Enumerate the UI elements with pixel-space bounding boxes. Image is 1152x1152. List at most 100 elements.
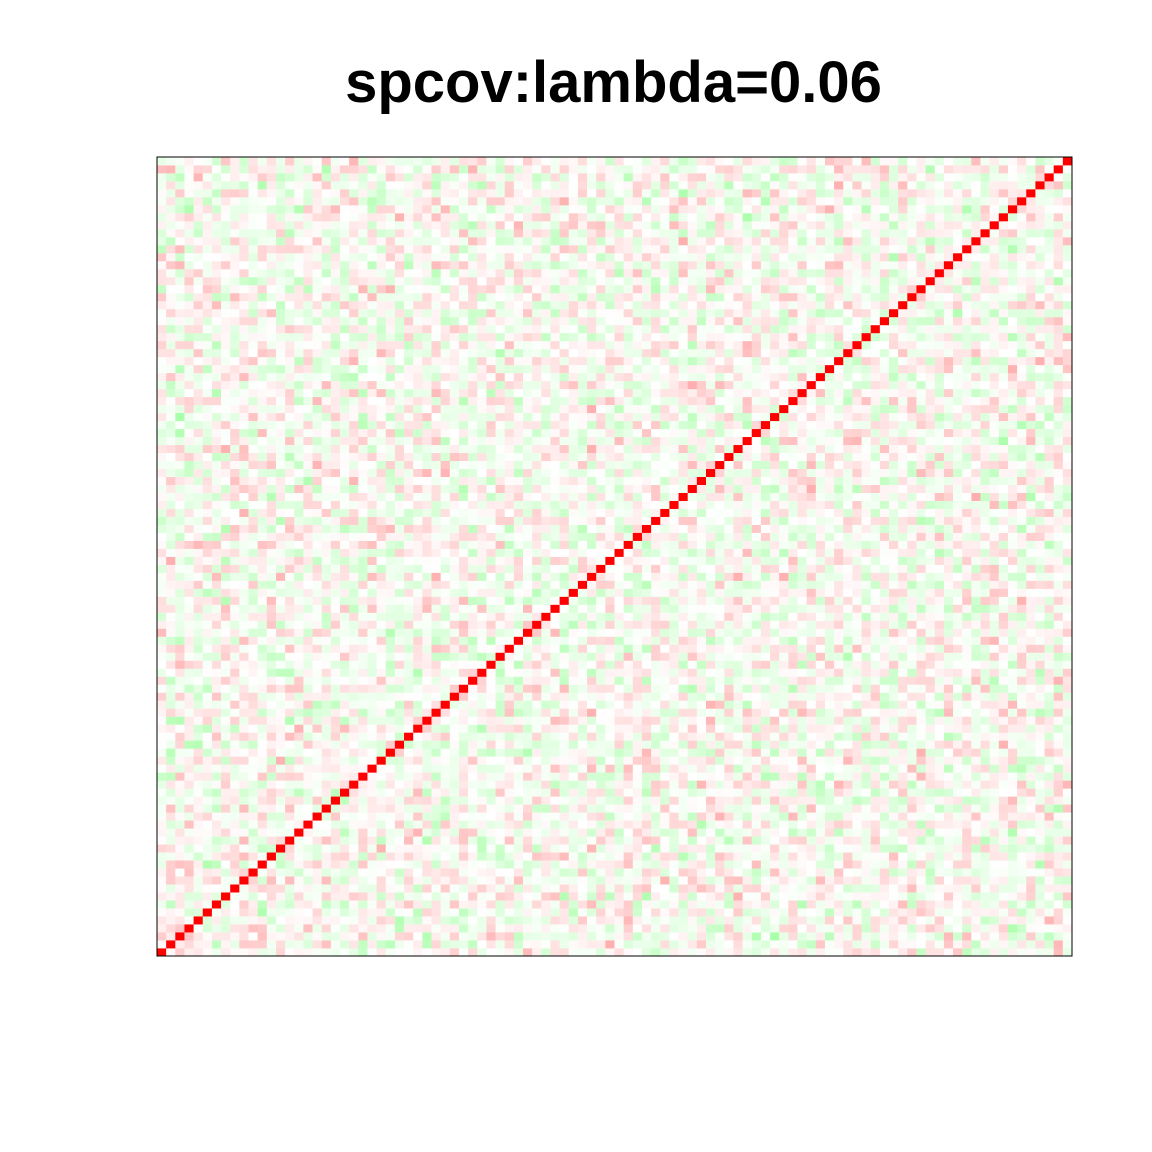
heatmap-cell: [934, 708, 945, 717]
heatmap-cell: [1053, 620, 1064, 629]
heatmap-cell: [706, 812, 716, 821]
heatmap-cell: [870, 572, 881, 581]
heatmap-cell: [266, 644, 277, 653]
heatmap-cell: [1035, 668, 1045, 677]
heatmap-cell: [468, 924, 478, 933]
heatmap-cell: [815, 732, 826, 741]
heatmap-cell: [266, 780, 277, 789]
heatmap-cell: [815, 668, 826, 677]
heatmap-cell: [413, 796, 423, 805]
heatmap-cell: [449, 748, 460, 757]
heatmap-cell: [815, 580, 826, 589]
heatmap-cell: [889, 580, 899, 589]
heatmap-cell: [404, 876, 414, 885]
heatmap-cell: [953, 644, 963, 653]
heatmap-cell: [678, 940, 689, 949]
heatmap-cell: [962, 828, 972, 837]
heatmap-cell: [550, 828, 560, 837]
heatmap-cell: [614, 684, 625, 693]
heatmap-cell: [285, 932, 295, 941]
heatmap-cell: [706, 732, 716, 741]
heatmap-cell: [669, 684, 679, 693]
heatmap-cell: [889, 836, 899, 845]
heatmap-cell: [623, 564, 634, 573]
heatmap-cell: [1062, 588, 1073, 597]
heatmap-cell: [202, 796, 213, 805]
heatmap-cell: [907, 556, 917, 565]
heatmap-cell: [687, 748, 698, 757]
heatmap-cell: [330, 772, 341, 781]
heatmap-cell: [1026, 836, 1036, 845]
heatmap-cell: [916, 668, 926, 677]
heatmap-cell: [568, 740, 579, 749]
heatmap-cell: [898, 716, 908, 725]
heatmap-cell: [376, 740, 387, 749]
heatmap-cell: [367, 852, 377, 861]
heatmap-cell: [394, 892, 405, 901]
heatmap-cell: [275, 764, 286, 773]
heatmap-cell: [889, 868, 899, 877]
heatmap-cell: [925, 748, 936, 757]
heatmap-cell: [980, 876, 991, 885]
heatmap-cell: [687, 932, 698, 941]
heatmap-cell: [541, 924, 551, 933]
heatmap-cell: [202, 556, 213, 565]
heatmap-cell: [687, 700, 698, 709]
heatmap-cell: [715, 716, 725, 725]
heatmap-cell: [431, 628, 442, 637]
heatmap-cell: [321, 580, 332, 589]
heatmap-cell: [797, 564, 808, 573]
heatmap-cell: [587, 836, 597, 845]
heatmap-cell: [431, 620, 442, 629]
heatmap-cell: [568, 900, 579, 909]
heatmap-cell: [248, 700, 259, 709]
heatmap-cell: [861, 732, 872, 741]
heatmap-cell: [513, 900, 524, 909]
heatmap-cell: [495, 892, 506, 901]
heatmap-cell: [907, 844, 917, 853]
heatmap-cell: [202, 900, 213, 909]
heatmap-cell: [504, 828, 515, 837]
heatmap-cell: [468, 588, 478, 597]
heatmap-cell: [770, 924, 780, 933]
heatmap-cell: [376, 860, 387, 869]
heatmap-cell: [495, 772, 506, 781]
heatmap-cell: [870, 612, 881, 621]
heatmap-cell: [230, 916, 240, 925]
heatmap-cell: [166, 892, 176, 901]
heatmap-cell: [1053, 900, 1064, 909]
heatmap-cell: [742, 564, 753, 573]
heatmap-cell: [687, 716, 698, 725]
heatmap-cell: [815, 884, 826, 893]
heatmap-cell: [413, 764, 423, 773]
heatmap-cell: [724, 604, 734, 613]
heatmap-cell: [385, 804, 396, 813]
diagonal-cell: [376, 756, 387, 765]
heatmap-cell: [632, 700, 643, 709]
heatmap-cell: [797, 876, 808, 885]
heatmap-cell: [943, 660, 954, 669]
heatmap-cell: [715, 684, 725, 693]
heatmap-cell: [907, 644, 917, 653]
heatmap-cell: [449, 644, 460, 653]
heatmap-cell: [587, 772, 597, 781]
heatmap-cell: [321, 796, 332, 805]
heatmap-cell: [1044, 740, 1055, 749]
heatmap-cell: [706, 772, 716, 781]
heatmap-cell: [266, 844, 277, 853]
heatmap-cell: [202, 868, 213, 877]
heatmap-cell: [898, 668, 908, 677]
heatmap-cell: [550, 908, 560, 917]
heatmap-cell: [605, 868, 615, 877]
heatmap-cell: [706, 572, 716, 581]
heatmap-cell: [1017, 724, 1027, 733]
heatmap-cell: [1007, 708, 1018, 717]
heatmap-cell: [312, 628, 323, 637]
heatmap-cell: [843, 668, 853, 677]
heatmap-cell: [943, 868, 954, 877]
heatmap-cell: [431, 748, 442, 757]
heatmap-cell: [532, 772, 542, 781]
heatmap-cell: [211, 916, 222, 925]
heatmap-cell: [770, 708, 780, 717]
heatmap-cell: [898, 764, 908, 773]
